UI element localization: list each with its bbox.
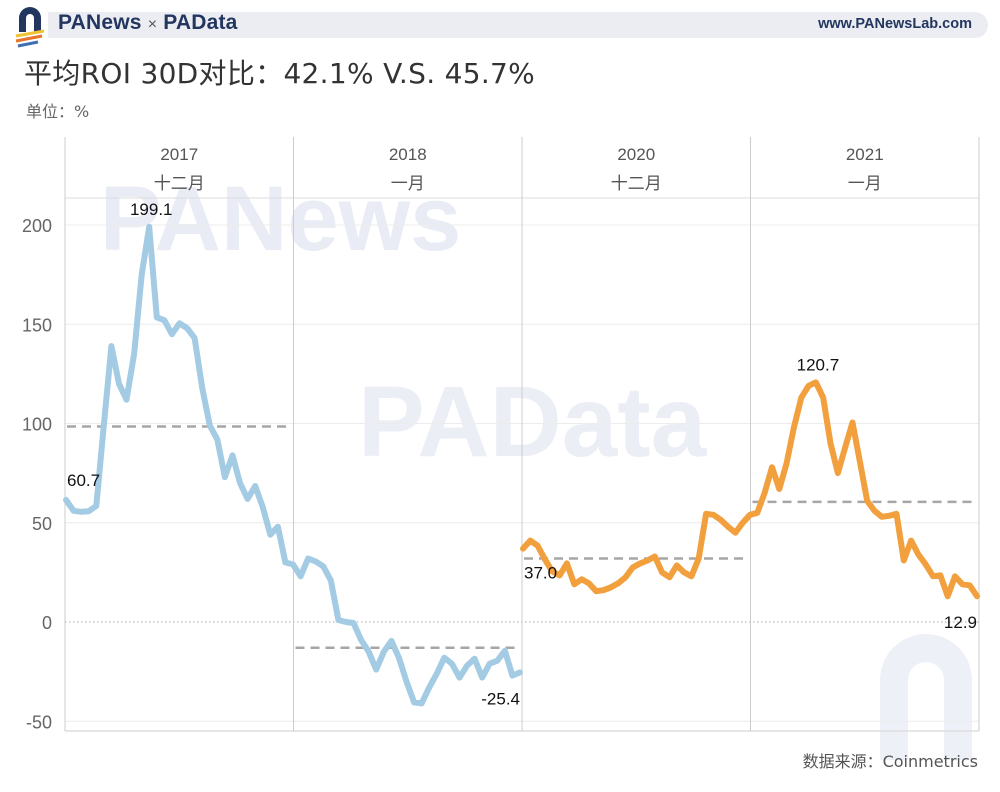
- panel-month: 一月: [848, 174, 882, 193]
- panel-year: 2020: [617, 145, 655, 164]
- y-tick-label: 150: [22, 315, 52, 335]
- brand-padata: PAData: [163, 11, 238, 34]
- y-tick-label: 100: [22, 415, 52, 435]
- watermark-panews: PANews: [100, 168, 461, 270]
- watermark-layer: PANews PAData: [100, 168, 972, 760]
- data-label: 199.1: [130, 200, 173, 219]
- data-label: -25.4: [481, 689, 520, 708]
- data-label: 120.7: [797, 355, 840, 374]
- panel-year: 2021: [846, 145, 884, 164]
- site-url[interactable]: www.PANewsLab.com: [818, 16, 972, 32]
- unit-label: 单位：%: [26, 102, 90, 121]
- chart-grid: [64, 137, 980, 732]
- y-tick-label: 200: [22, 216, 52, 236]
- brand-separator: ×: [147, 16, 158, 33]
- header-banner: [48, 12, 988, 38]
- data-label: 60.7: [67, 471, 100, 490]
- brand-panews: PANews: [58, 11, 142, 34]
- panel-month: 十二月: [611, 174, 662, 193]
- y-tick-label: -50: [26, 712, 52, 732]
- panel-month: 十二月: [154, 174, 205, 193]
- y-axis: -50 0 50 100 150 200: [22, 216, 52, 732]
- series-line: [63, 223, 523, 707]
- panel-headers: 2017 十二月 2018 一月 2020 十二月 2021 一月: [154, 145, 884, 193]
- panews-logo-icon: [15, 7, 45, 48]
- brand-title: PANews × PAData: [58, 11, 238, 35]
- y-tick-label: 0: [42, 613, 52, 633]
- panel-month: 一月: [391, 174, 425, 193]
- series-lines: [63, 223, 980, 707]
- y-tick-label: 50: [32, 514, 52, 534]
- watermark-padata: PAData: [358, 366, 708, 478]
- data-source: 数据来源：Coinmetrics: [802, 752, 978, 771]
- panel-year: 2017: [160, 145, 198, 164]
- data-labels: 60.7 199.1 -25.4 37.0 120.7 12.9: [67, 200, 977, 709]
- watermark-logo-icon: [880, 634, 972, 760]
- series-line: [520, 379, 980, 600]
- panel-year: 2018: [389, 145, 427, 164]
- data-label: 37.0: [524, 564, 557, 583]
- data-label: 12.9: [944, 613, 977, 632]
- chart-title: 平均ROI 30D对比：42.1% V.S. 45.7%: [24, 57, 536, 90]
